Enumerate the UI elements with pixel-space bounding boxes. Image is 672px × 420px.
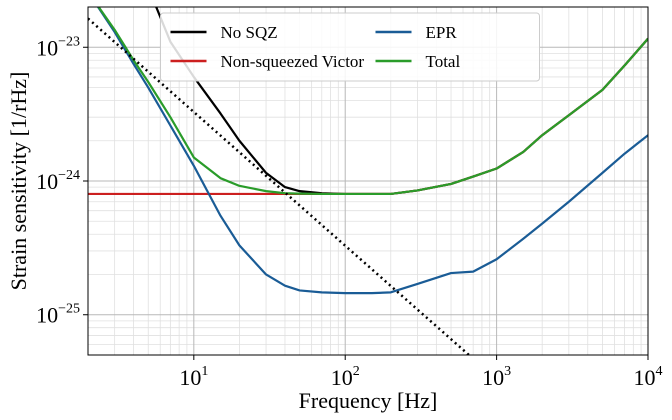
- x-tick-base: 10: [482, 365, 504, 390]
- y-tick-label: 10−24: [36, 168, 80, 194]
- x-tick-label: 101: [179, 364, 208, 390]
- y-tick-base: 10: [36, 303, 58, 328]
- y-tick-base: 10: [36, 169, 58, 194]
- series-line: [96, 7, 648, 295]
- legend-label: Total: [426, 52, 461, 71]
- x-tick-base: 10: [331, 365, 353, 390]
- y-tick-exponent: −24: [58, 168, 80, 183]
- legend-label: Non-squeezed Victor: [221, 52, 365, 71]
- legend: No SQZ Non-squeezed Victor EPR Total: [160, 12, 540, 82]
- x-axis-label: Frequency [Hz]: [299, 388, 438, 413]
- legend-box: [160, 12, 540, 82]
- x-tick-exponent: 4: [656, 364, 663, 379]
- x-tick-base: 10: [634, 365, 656, 390]
- series-line: [97, 7, 648, 196]
- x-tick-exponent: 2: [353, 364, 360, 379]
- x-tick-label: 102: [331, 364, 360, 390]
- y-tick-exponent: −23: [58, 34, 80, 49]
- y-tick-label: 10−23: [36, 34, 80, 60]
- y-tick-exponent: −25: [58, 302, 80, 317]
- y-axis-label: Strain sensitivity [1/rHz]: [6, 72, 31, 291]
- y-tick-label: 10−25: [36, 302, 80, 328]
- x-tick-base: 10: [179, 365, 201, 390]
- legend-label: No SQZ: [221, 23, 278, 42]
- x-tick-exponent: 1: [201, 364, 208, 379]
- legend-label: EPR: [426, 23, 458, 42]
- x-tick-label: 103: [482, 364, 511, 390]
- x-tick-exponent: 3: [504, 364, 511, 379]
- x-tick-label: 104: [634, 364, 663, 390]
- y-tick-base: 10: [36, 35, 58, 60]
